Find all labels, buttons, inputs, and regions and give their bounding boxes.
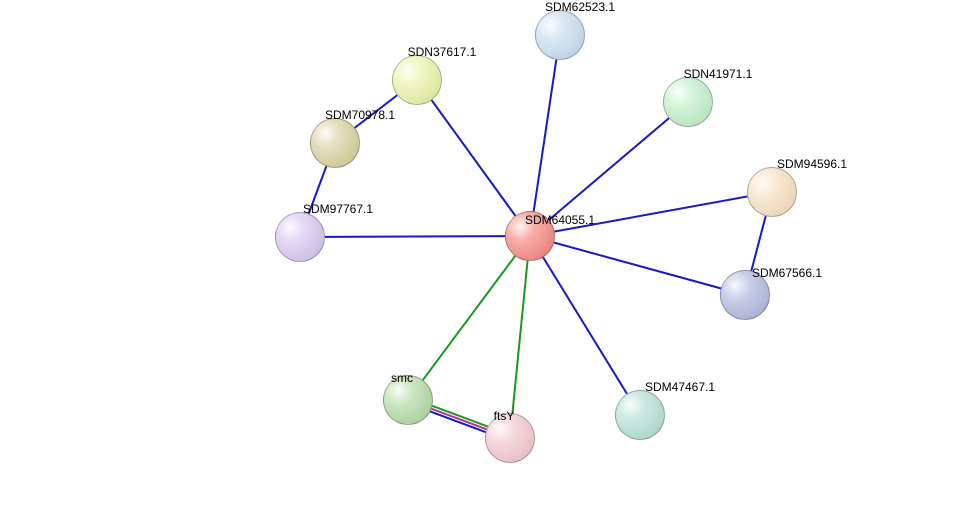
edge-SDM64055-SDM97767 xyxy=(300,236,530,237)
node-SDN37617[interactable] xyxy=(392,55,442,105)
edge-SDM64055-SDN41971 xyxy=(530,102,688,236)
node-SDM67566[interactable] xyxy=(720,270,770,320)
node-SDN41971[interactable] xyxy=(663,77,713,127)
edge-SDM64055-SDM67566 xyxy=(530,236,745,295)
node-ftsY[interactable] xyxy=(485,413,535,463)
node-smc[interactable] xyxy=(383,375,433,425)
edge-SDM64055-smc xyxy=(408,236,530,400)
node-SDM94596[interactable] xyxy=(747,167,797,217)
node-SDM62523[interactable] xyxy=(535,10,585,60)
edge-SDM64055-SDM47467 xyxy=(530,236,640,415)
node-SDM97767[interactable] xyxy=(275,212,325,262)
network-canvas: SDM64055.1SDM62523.1SDN37617.1SDM70978.1… xyxy=(0,0,976,505)
node-SDM47467[interactable] xyxy=(615,390,665,440)
edge-SDM64055-SDM62523 xyxy=(530,35,560,236)
node-SDM70978[interactable] xyxy=(310,118,360,168)
node-SDM64055[interactable] xyxy=(505,211,555,261)
edge-SDM64055-ftsY xyxy=(510,236,530,438)
edge-SDM64055-SDM94596 xyxy=(530,192,772,236)
edge-SDM64055-SDN37617 xyxy=(417,80,530,236)
